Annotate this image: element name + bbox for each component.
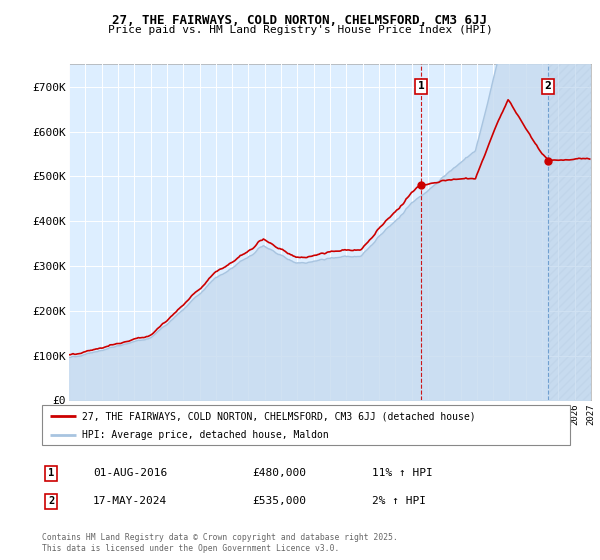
Text: 2: 2 [545, 81, 551, 91]
FancyBboxPatch shape [42, 405, 570, 445]
Text: Contains HM Land Registry data © Crown copyright and database right 2025.
This d: Contains HM Land Registry data © Crown c… [42, 533, 398, 553]
Text: 27, THE FAIRWAYS, COLD NORTON, CHELMSFORD, CM3 6JJ (detached house): 27, THE FAIRWAYS, COLD NORTON, CHELMSFOR… [82, 411, 475, 421]
Text: 1: 1 [418, 81, 424, 91]
Text: 1: 1 [48, 468, 54, 478]
Text: 11% ↑ HPI: 11% ↑ HPI [372, 468, 433, 478]
Text: Price paid vs. HM Land Registry's House Price Index (HPI): Price paid vs. HM Land Registry's House … [107, 25, 493, 35]
Text: 17-MAY-2024: 17-MAY-2024 [93, 496, 167, 506]
Text: £535,000: £535,000 [252, 496, 306, 506]
Text: 27, THE FAIRWAYS, COLD NORTON, CHELMSFORD, CM3 6JJ: 27, THE FAIRWAYS, COLD NORTON, CHELMSFOR… [113, 14, 487, 27]
Text: HPI: Average price, detached house, Maldon: HPI: Average price, detached house, Mald… [82, 430, 328, 440]
Text: 2% ↑ HPI: 2% ↑ HPI [372, 496, 426, 506]
Bar [550, 64, 591, 400]
Text: £480,000: £480,000 [252, 468, 306, 478]
Text: 2: 2 [48, 496, 54, 506]
Text: 01-AUG-2016: 01-AUG-2016 [93, 468, 167, 478]
